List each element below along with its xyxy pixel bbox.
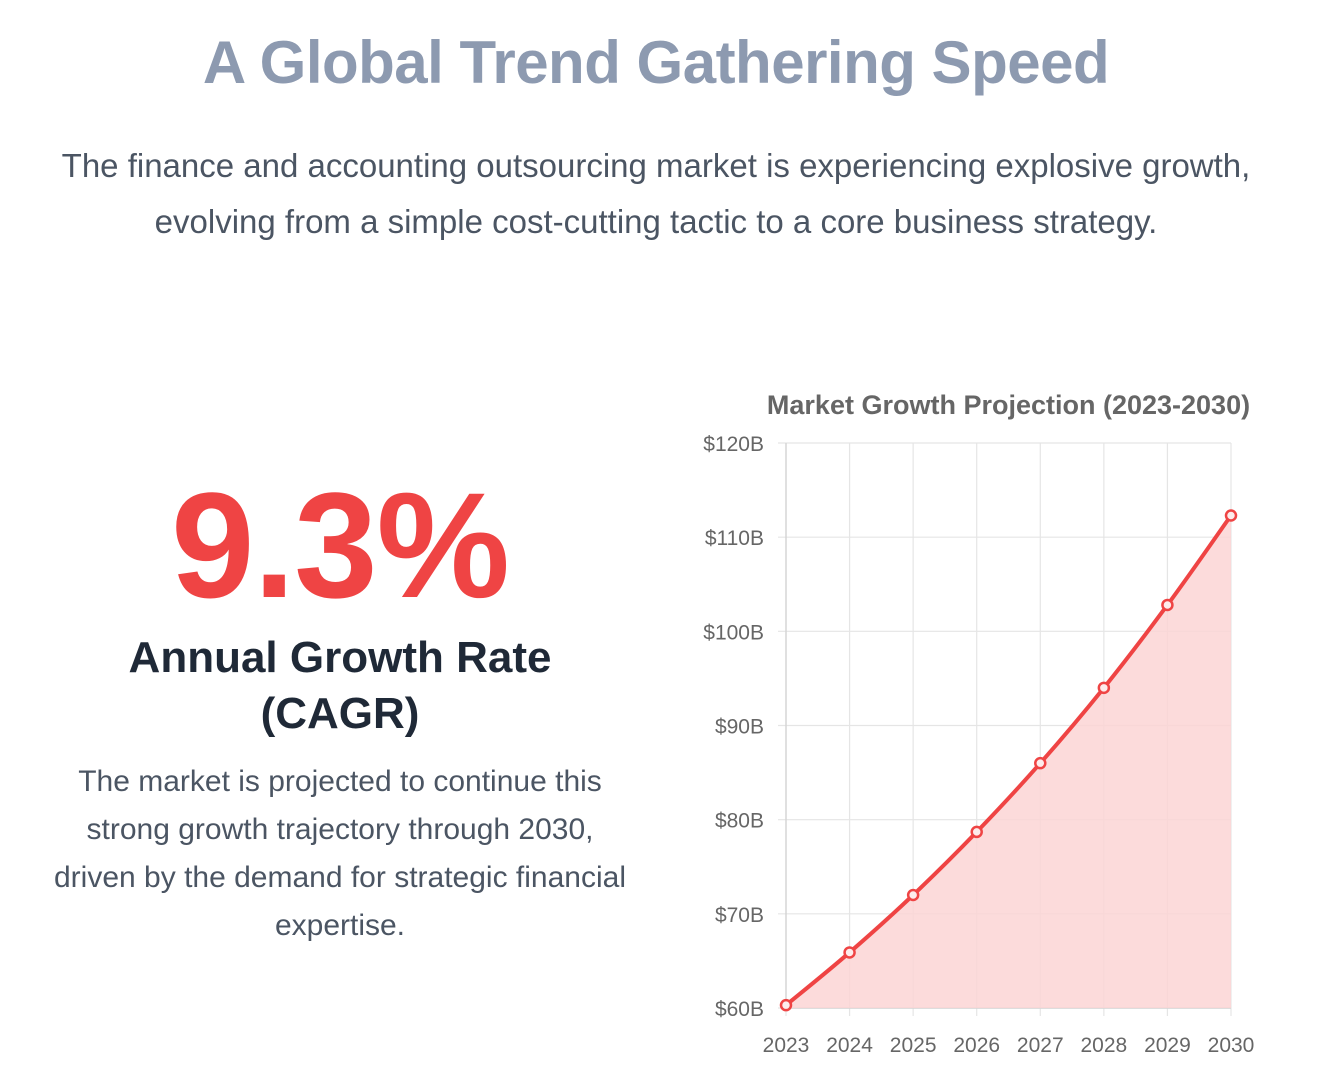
stat-card: 9.3% Annual Growth Rate (CAGR) The marke… xyxy=(40,470,640,950)
cagr-value: 9.3% xyxy=(171,461,510,629)
x-tick-label: 2029 xyxy=(1144,1034,1191,1057)
data-point xyxy=(1161,598,1174,612)
x-tick-label: 2025 xyxy=(890,1034,937,1057)
x-tick-label: 2026 xyxy=(953,1034,1000,1057)
y-tick-label: $90B xyxy=(715,716,764,739)
x-tick-label: 2027 xyxy=(1017,1034,1064,1057)
chart-title: Market Growth Projection (2023-2030) xyxy=(767,390,1250,420)
data-point xyxy=(843,946,856,959)
x-tick-label: 2028 xyxy=(1080,1034,1127,1057)
x-tick-label: 2023 xyxy=(763,1034,810,1057)
data-point xyxy=(906,888,920,902)
chart-canvas: Market Growth Projection (2023-2030) $60B… xyxy=(703,390,1255,1057)
y-tick-label: $110B xyxy=(705,527,764,550)
cagr-label: Annual Growth Rate (CAGR) xyxy=(128,633,552,738)
y-tick-label: $60B xyxy=(715,998,764,1021)
y-tick-label: $80B xyxy=(715,810,764,833)
page-title: A Global Trend Gathering Speed xyxy=(202,29,1110,96)
data-point xyxy=(1224,509,1238,522)
x-tick-label: 2030 xyxy=(1208,1034,1255,1057)
page-subtitle: The finance and accounting outsourcing m… xyxy=(61,147,1251,240)
y-tick-label: $100B xyxy=(703,621,764,644)
x-tick-label: 2024 xyxy=(826,1034,873,1057)
y-tick-label: $120B xyxy=(703,433,764,456)
data-point xyxy=(970,825,983,839)
cagr-description: The market is projected to continue this… xyxy=(54,765,626,942)
market-growth-chart: Market Growth Projection (2023-2030) $60B… xyxy=(680,380,1280,1070)
data-point xyxy=(779,998,793,1012)
series-area-fill xyxy=(786,515,1231,1008)
data-point xyxy=(1097,681,1111,695)
data-point xyxy=(1034,756,1047,770)
y-tick-label: $70B xyxy=(715,904,764,927)
